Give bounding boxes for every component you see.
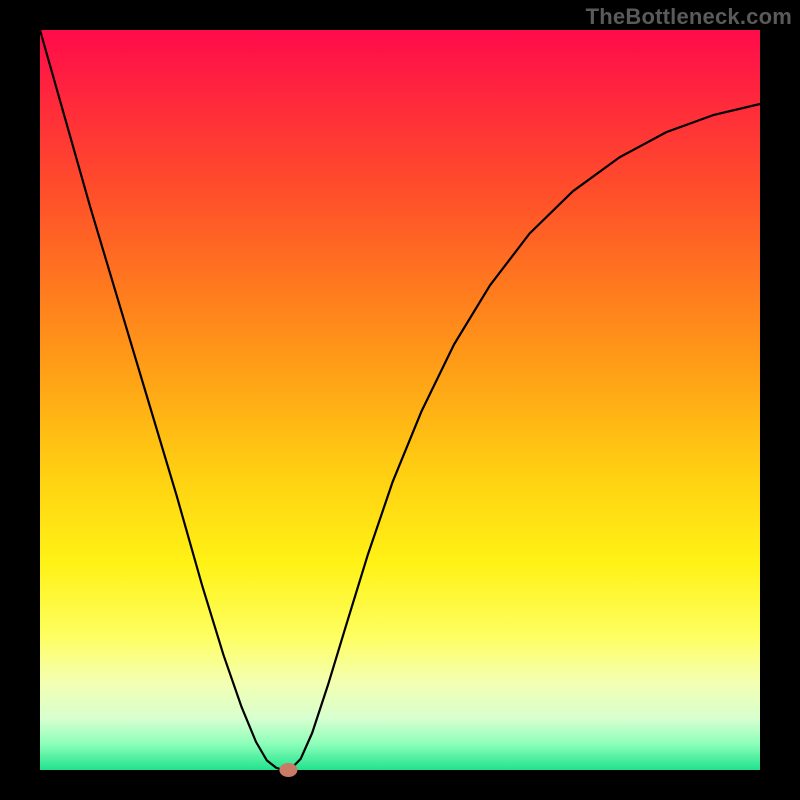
bottleneck-chart <box>0 0 800 800</box>
chart-container: TheBottleneck.com <box>0 0 800 800</box>
optimum-marker <box>279 763 297 777</box>
watermark-text: TheBottleneck.com <box>586 4 792 30</box>
